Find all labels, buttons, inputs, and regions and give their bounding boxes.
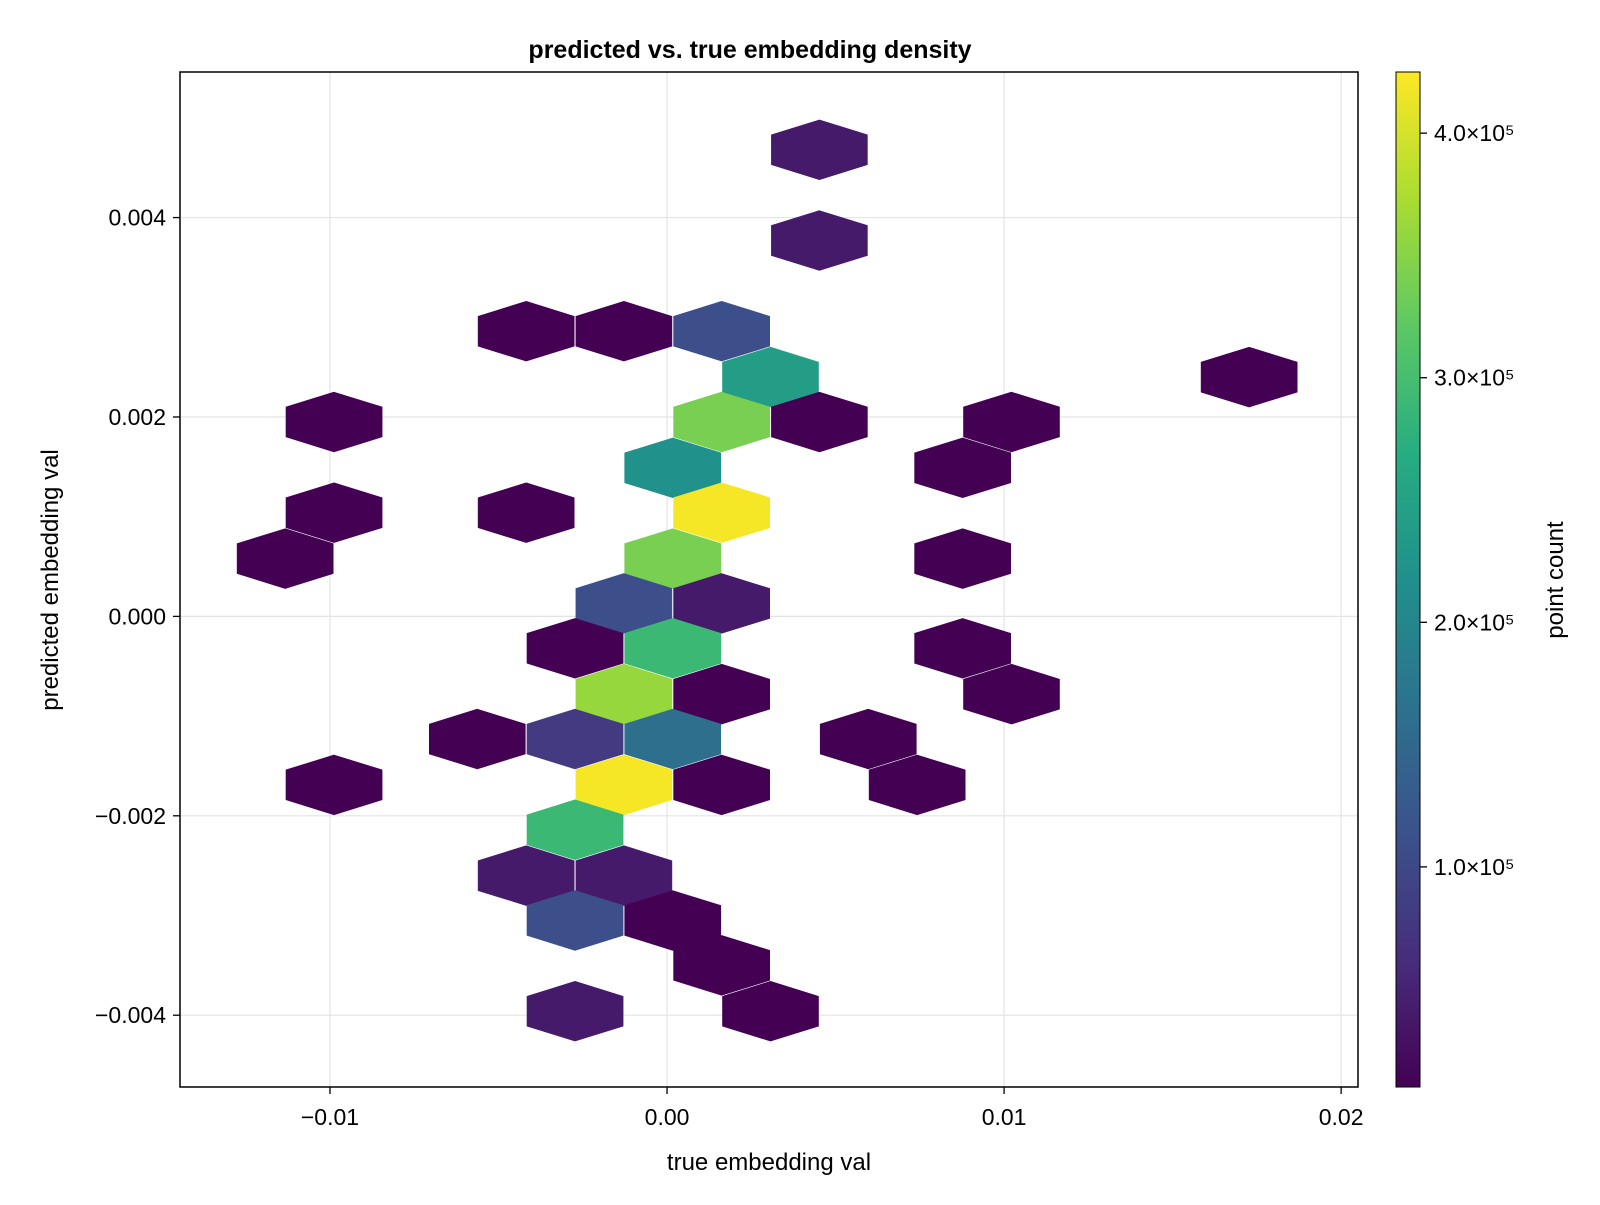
hexbin-cell-5 <box>722 346 819 408</box>
hexbin-cell-41 <box>526 980 624 1042</box>
y-axis-ticks: 0.004 0.002 0.000 −0.002 −0.004 <box>95 205 180 1028</box>
hexbin-cell-0 <box>771 119 868 181</box>
hexbin-cell-38 <box>526 890 624 951</box>
hexbin-cell-28 <box>526 708 624 770</box>
hexbin-cell-22 <box>624 618 722 679</box>
colorbar-tick-label-1: 2.0×10⁵ <box>1434 609 1515 635</box>
hexbin-cell-30 <box>819 708 917 770</box>
x-axis-label: true embedding val <box>667 1149 871 1176</box>
hexbin-cell-29 <box>624 708 722 770</box>
hexbin-cell-6 <box>1200 346 1298 408</box>
x-tick-label-3: 0.02 <box>1319 1104 1364 1130</box>
hexbin-cell-36 <box>477 845 575 906</box>
hexbin-cell-20 <box>673 573 771 634</box>
hexbin-cell-13 <box>285 482 383 543</box>
hexbin-cell-32 <box>575 754 673 816</box>
x-tick-label-0: −0.01 <box>301 1104 359 1130</box>
x-tick-label-1: 0.00 <box>645 1104 690 1130</box>
colorbar-ticks: 1.0×10⁵ 2.0×10⁵ 3.0×10⁵ 4.0×10⁵ <box>1420 120 1515 880</box>
hexbin-cell-34 <box>868 754 966 816</box>
hexbin-cell-25 <box>673 663 771 725</box>
hexbin-cell-37 <box>575 845 673 906</box>
hexbin-cell-33 <box>673 754 771 816</box>
hexbin-cell-15 <box>673 482 771 543</box>
chart-title: predicted vs. true embedding density <box>528 36 971 64</box>
hexbin-cell-12 <box>914 437 1012 499</box>
hexbin-cell-42 <box>722 980 819 1042</box>
colorbar <box>1395 71 1421 1088</box>
colorbar-tick-label-3: 4.0×10⁵ <box>1434 120 1515 146</box>
hexbin-cell-11 <box>624 437 722 499</box>
hexbin-cell-23 <box>914 618 1012 679</box>
y-tick-label-2: 0.000 <box>108 603 166 629</box>
hexbin-cell-16 <box>236 528 334 589</box>
hexbin-cell-3 <box>575 300 673 362</box>
hexbin-cell-19 <box>575 573 673 634</box>
colorbar-tick-label-2: 3.0×10⁵ <box>1434 365 1515 391</box>
hexbin-cell-14 <box>477 482 575 543</box>
hexbin-cell-35 <box>526 799 624 861</box>
hexbin-cell-27 <box>428 708 526 770</box>
y-tick-label-3: −0.002 <box>95 803 166 829</box>
y-tick-label-1: 0.002 <box>108 404 166 430</box>
hexbin-cell-4 <box>673 300 771 362</box>
hexbin-cell-1 <box>771 210 868 271</box>
y-tick-label-4: −0.004 <box>95 1002 166 1028</box>
hexbin-cell-18 <box>914 528 1012 589</box>
colorbar-label: point count <box>1542 521 1569 639</box>
grid-lines <box>180 72 1358 1087</box>
plot-frame <box>179 71 1359 1088</box>
y-axis-label: predicted embedding val <box>37 449 64 711</box>
hexbin-cell-9 <box>771 391 868 453</box>
x-tick-label-2: 0.01 <box>982 1104 1027 1130</box>
hexbin-cell-2 <box>477 300 575 362</box>
hexbin-cell-31 <box>285 754 383 816</box>
hexbin-cell-7 <box>285 391 383 453</box>
hexbin-cell-10 <box>963 391 1060 453</box>
colorbar-tick-label-0: 1.0×10⁵ <box>1434 854 1515 880</box>
x-axis-ticks: −0.01 0.00 0.01 0.02 <box>301 1087 1364 1130</box>
hexbin-cell-21 <box>526 618 624 679</box>
hexbin-cell-26 <box>963 663 1060 725</box>
hexbin-cell-17 <box>624 528 722 589</box>
hexbin-cells <box>236 119 1298 1042</box>
hexbin-cell-39 <box>624 890 722 951</box>
hexbin-cell-40 <box>673 935 771 996</box>
hexbin-cell-8 <box>673 391 771 453</box>
y-tick-label-0: 0.004 <box>108 205 166 231</box>
hexbin-cell-24 <box>575 663 673 725</box>
